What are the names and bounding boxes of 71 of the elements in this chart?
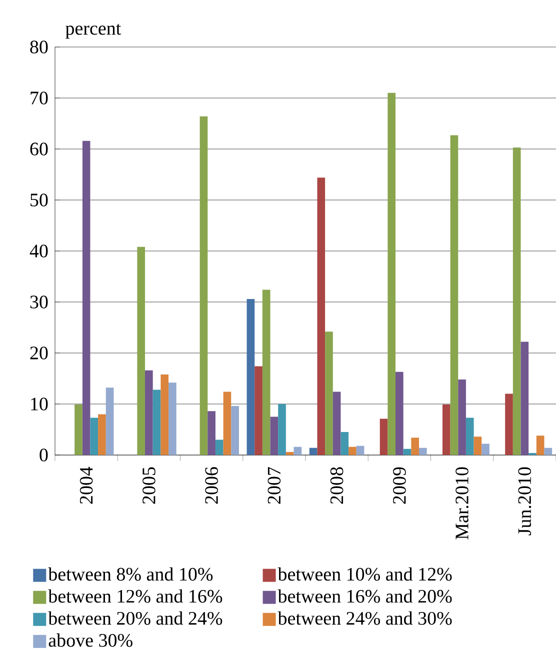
bar [474, 436, 482, 455]
bar [356, 446, 364, 455]
y-tick-label: 80 [30, 40, 48, 54]
bar [411, 438, 419, 455]
x-tick-label: 2008 [330, 467, 344, 504]
bar [168, 382, 176, 455]
bar [286, 452, 294, 455]
bar [98, 414, 106, 455]
bar [317, 178, 326, 455]
y-tick-label: 60 [30, 142, 48, 156]
bar [294, 446, 302, 455]
legend-label: between 8% and 10% [48, 567, 213, 581]
y-axis-title: percent [66, 24, 122, 39]
bar [396, 372, 404, 455]
bar [231, 406, 239, 455]
y-tick-label: 0 [40, 448, 48, 462]
bar [106, 388, 114, 455]
bar [278, 404, 286, 455]
bar [403, 448, 412, 455]
y-tick-label: 70 [30, 92, 48, 104]
y-tick-label: 30 [30, 296, 48, 308]
x-tick-label: Mar.2010 [456, 467, 468, 540]
bar [223, 392, 232, 455]
bar [442, 404, 450, 455]
x-tick-label: Jun.2010 [518, 467, 532, 536]
bar [215, 440, 224, 455]
bar [254, 366, 262, 455]
bar [544, 448, 552, 455]
bar [418, 448, 427, 455]
bar [270, 416, 278, 455]
y-tick-label: 10 [31, 398, 48, 410]
bar [482, 444, 490, 455]
bar [262, 290, 270, 455]
bar [246, 298, 255, 455]
bar [348, 446, 356, 455]
bar [466, 418, 474, 455]
bar [74, 404, 82, 455]
bar [152, 390, 161, 455]
bar [200, 116, 208, 455]
bar [90, 418, 98, 455]
bar [512, 147, 521, 455]
bar [520, 342, 529, 455]
legend-label: above 30% [48, 633, 132, 647]
bar [536, 436, 544, 455]
x-tick-label: 2005 [142, 467, 156, 504]
bar [332, 392, 341, 455]
bar [145, 370, 153, 455]
bar [340, 432, 349, 455]
bar [450, 135, 458, 455]
bar [160, 374, 168, 455]
bar [208, 411, 216, 455]
y-tick-label: 20 [30, 346, 48, 360]
bar [137, 246, 146, 455]
x-tick-label: 2009 [393, 467, 406, 504]
x-tick-label: 2006 [205, 467, 218, 504]
x-tick-label: 2007 [268, 467, 281, 504]
bar [458, 380, 466, 455]
legend-label: between 16% and 20% [278, 589, 452, 603]
bar [309, 448, 318, 455]
bar [82, 140, 90, 455]
y-tick-label: 40 [30, 244, 48, 258]
bar [505, 394, 513, 455]
bar [380, 418, 388, 455]
legend-label: between 12% and 16% [48, 589, 222, 603]
bar [325, 332, 333, 455]
legend-label: between 24% and 30% [278, 611, 452, 625]
legend-label: between 10% and 12% [278, 567, 452, 581]
x-tick-label: 2004 [80, 466, 93, 504]
legend-label: between 20% and 24% [48, 611, 222, 625]
y-tick-label: 50 [30, 194, 48, 206]
bar [388, 92, 396, 455]
